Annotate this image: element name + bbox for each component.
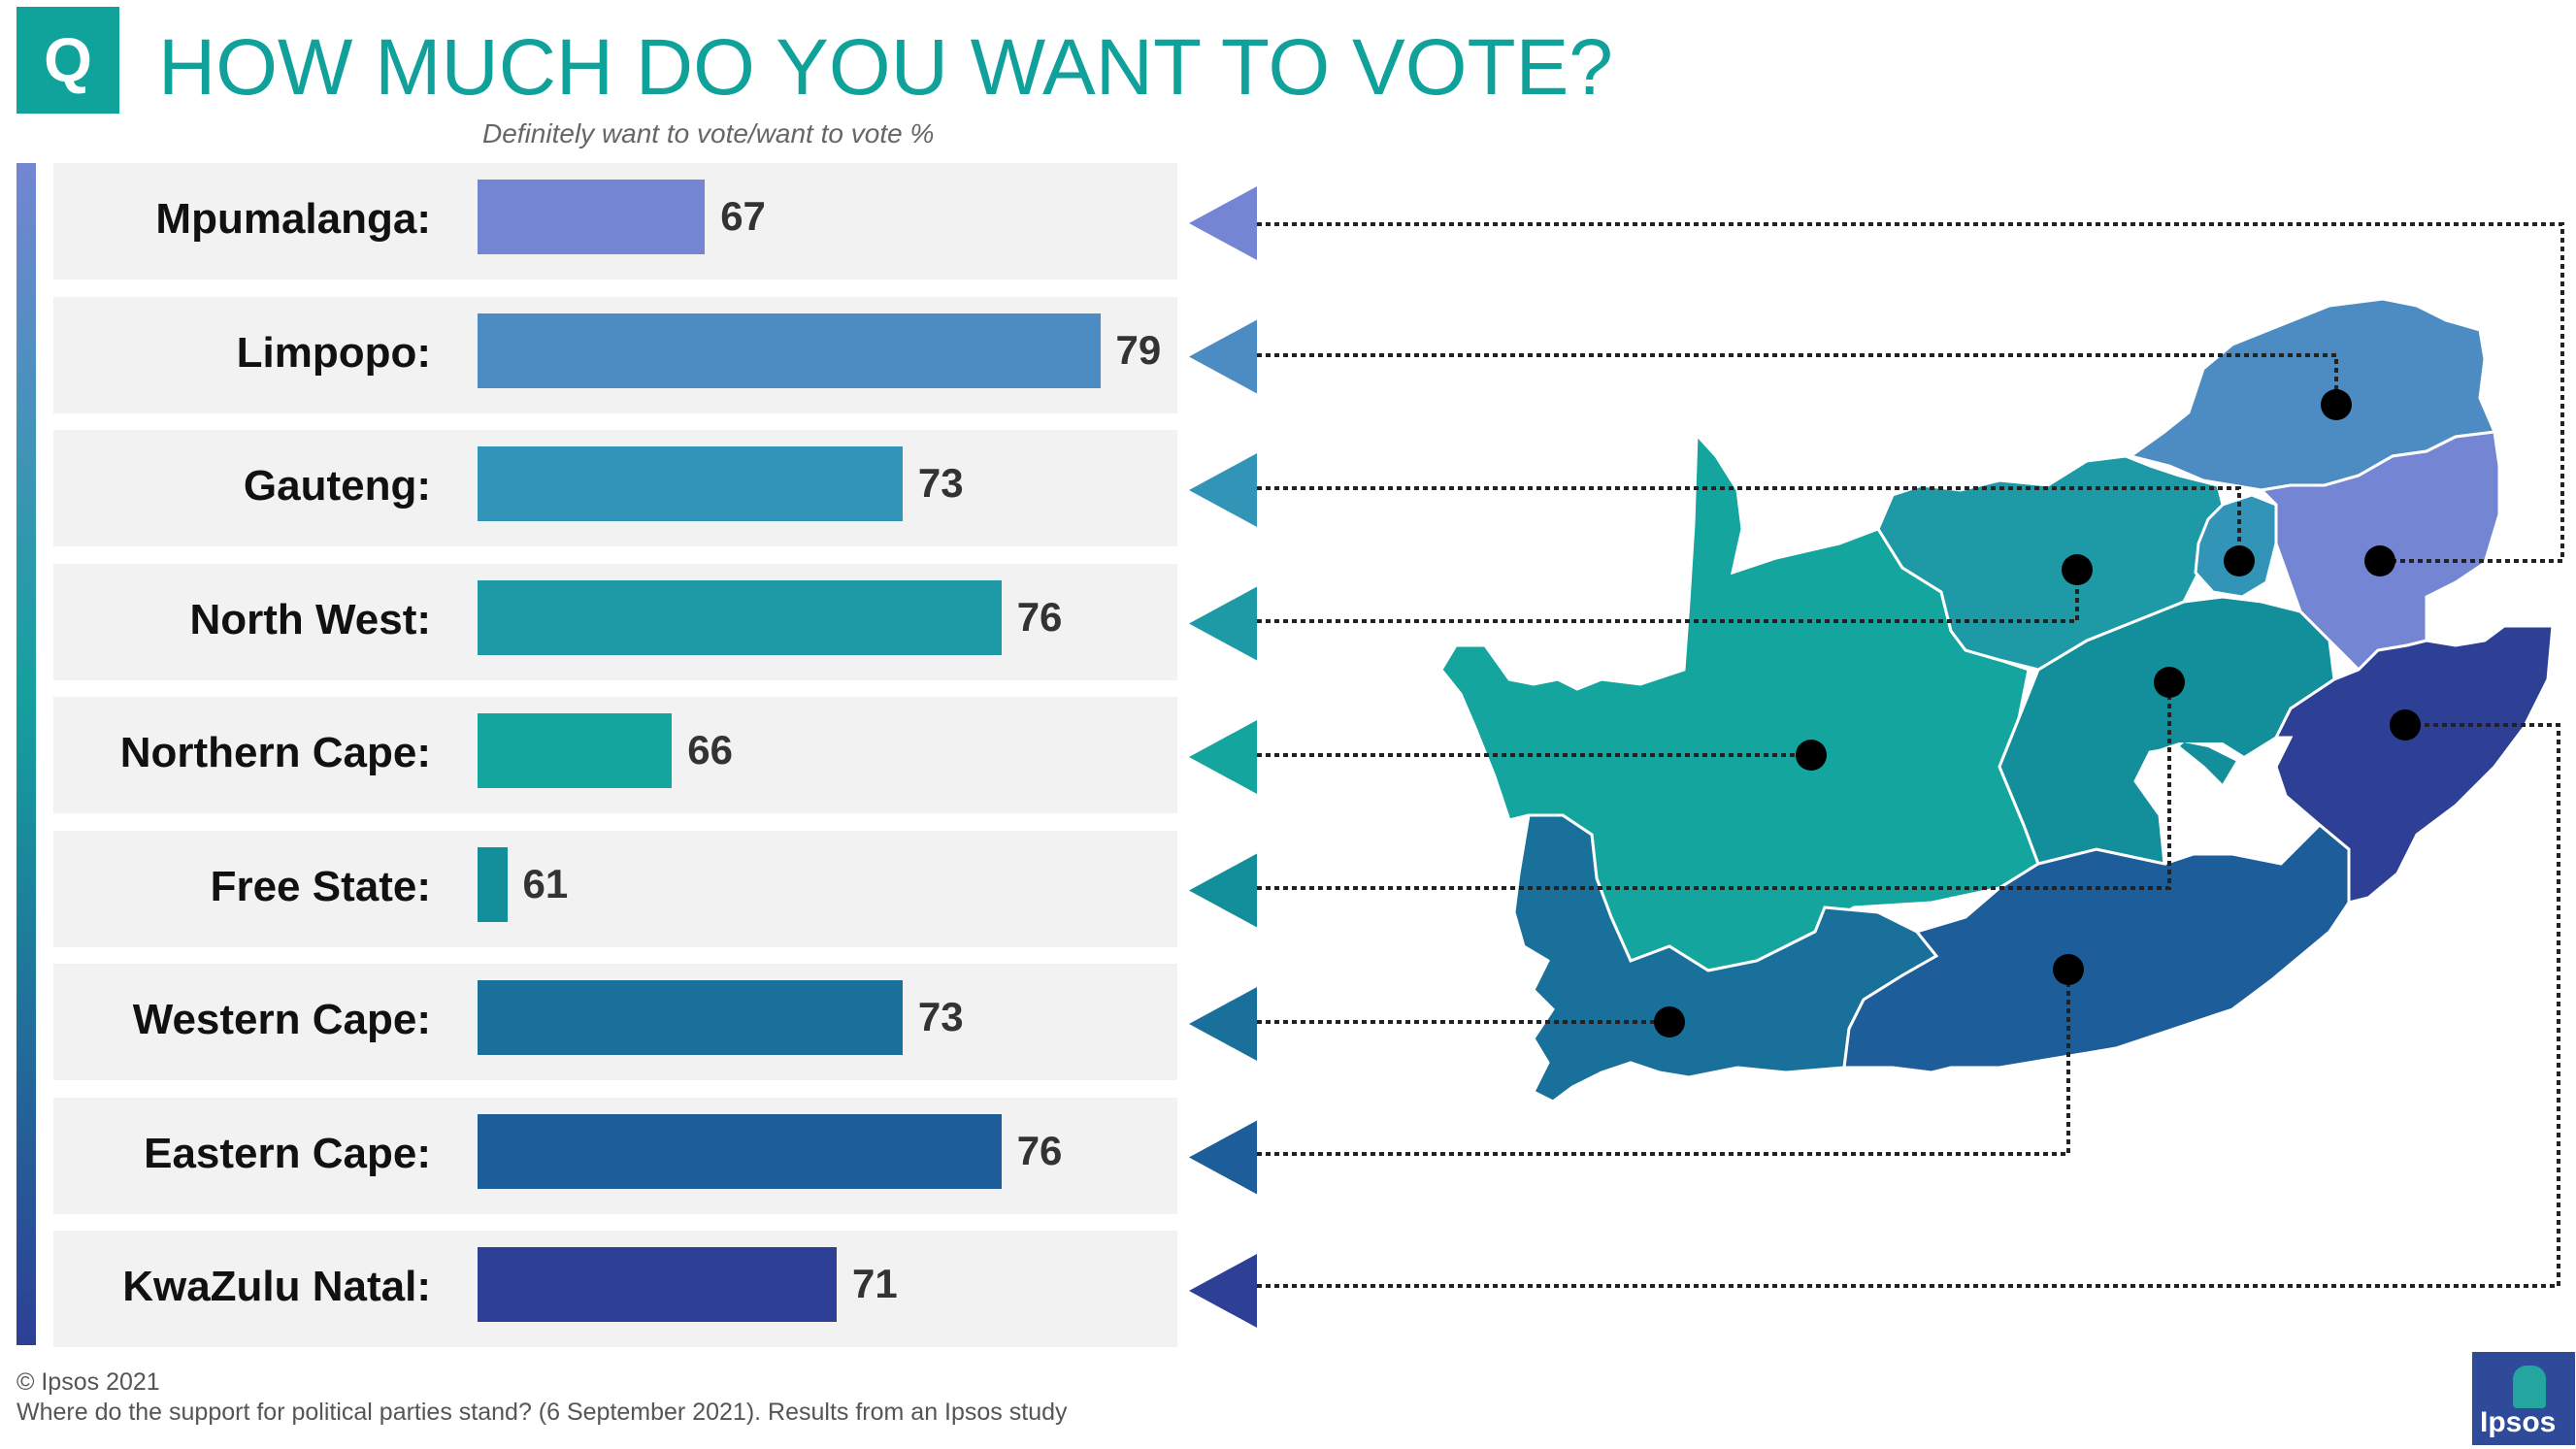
map-dots [1654, 389, 2421, 1037]
map-region-eastern-cape [1842, 822, 2351, 1074]
data-label: 79 [1115, 326, 1162, 373]
data-label: 73 [917, 994, 964, 1039]
arrow-marker [1189, 586, 1257, 661]
arrow-marker [1189, 853, 1257, 928]
page-title: HOW MUCH DO YOU WANT TO VOTE? [158, 23, 1613, 112]
category-label: Mpumalanga: [155, 195, 431, 243]
footer-copyright: © Ipsos 2021 [17, 1368, 160, 1396]
chart-subtitle: Definitely want to vote/want to vote % [482, 118, 935, 148]
dot-free-state [2154, 667, 2185, 698]
dot-north-west [2062, 554, 2093, 585]
bar [478, 446, 903, 521]
bar [478, 579, 1002, 655]
connector-gauteng [1257, 486, 2241, 561]
bar [478, 1247, 837, 1322]
arrow-marker [1189, 1254, 1257, 1328]
question-badge: Q [17, 7, 119, 114]
dot-western-cape [1654, 1006, 1685, 1037]
bar [478, 1113, 1002, 1189]
bar [478, 713, 673, 788]
data-label: 67 [720, 193, 766, 239]
category-label: KwaZulu Natal: [122, 1263, 431, 1310]
bar [478, 180, 706, 254]
arrow-marker [1189, 453, 1257, 527]
ipsos-logo-mark [2513, 1366, 2546, 1408]
data-label: 73 [917, 460, 964, 506]
dot-limpopo [2321, 389, 2352, 420]
category-label: Free State: [210, 862, 431, 910]
arrow-markers [1189, 186, 1257, 1328]
bar [478, 980, 903, 1055]
map-region-eswatini [2427, 582, 2470, 645]
arrow-marker [1189, 1120, 1257, 1195]
connector-free-state [1257, 682, 2171, 890]
bar [478, 313, 1101, 388]
map-region-western-cape [1512, 813, 1939, 1103]
footer-source: Where do the support for political parti… [17, 1399, 1068, 1426]
dot-eastern-cape [2053, 954, 2084, 985]
bar [478, 846, 508, 922]
map-connectors [1257, 222, 2564, 1288]
data-label: 76 [1016, 593, 1063, 640]
arrow-marker [1189, 186, 1257, 260]
connector-mpumalanga [1257, 222, 2564, 563]
ipsos-logo-text: Ipsos [2480, 1406, 2557, 1438]
south-africa-map [1439, 297, 2555, 1103]
arrow-marker [1189, 987, 1257, 1061]
ipsos-logo: Ipsos [2472, 1352, 2575, 1445]
data-label: 61 [522, 860, 569, 906]
dot-mpumalanga [2364, 545, 2395, 576]
data-label: 71 [851, 1261, 898, 1306]
chart-row-bg [53, 830, 1177, 947]
category-label: Limpopo: [236, 328, 431, 377]
arrow-marker [1189, 720, 1257, 794]
dot-kwazulu-natal [2390, 709, 2421, 741]
category-label: Western Cape: [132, 996, 431, 1043]
map-region-lesotho [2145, 742, 2262, 849]
connector-kwazulu-natal [1257, 723, 2560, 1288]
category-label: North West: [189, 595, 431, 643]
data-label: 76 [1016, 1127, 1063, 1173]
category-label: Northern Cape: [119, 729, 431, 776]
dot-northern-cape [1796, 740, 1827, 771]
arrow-marker [1189, 319, 1257, 394]
dot-gauteng [2224, 545, 2255, 576]
connector-north-west [1257, 570, 2079, 623]
gradient-side-bar [17, 163, 36, 1345]
category-label: Eastern Cape: [144, 1129, 431, 1177]
data-label: 66 [687, 727, 733, 773]
connector-limpopo [1257, 353, 2338, 405]
category-label: Gauteng: [243, 462, 431, 510]
